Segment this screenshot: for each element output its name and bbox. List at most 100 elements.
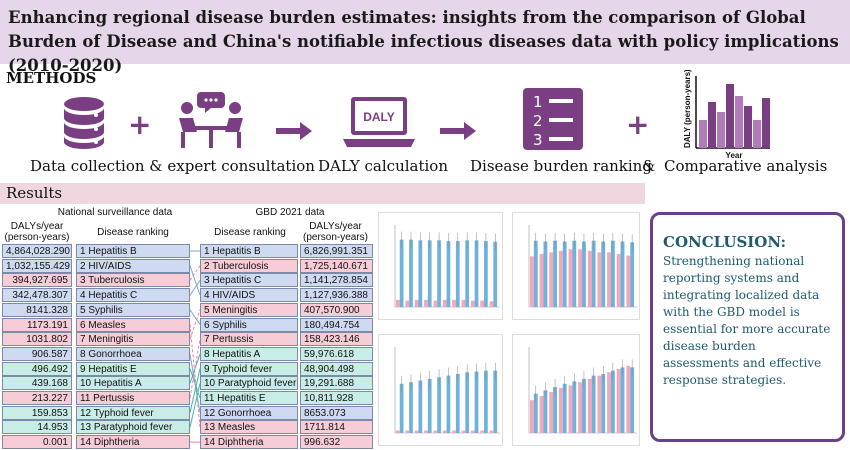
ranking-link-line [189, 265, 201, 296]
mini-bar-national [424, 299, 428, 307]
national-value-cell: 213.227 [2, 391, 72, 405]
mini-bar-national [461, 299, 466, 307]
national-value-cell: 496.492 [2, 361, 72, 376]
gbd-rank-cell: 6 Syphilis [200, 317, 298, 332]
gbd-value-cell: 19,291.688 [300, 376, 373, 391]
national-value-cell: 342,478.307 [2, 288, 72, 303]
mini-bar-national [452, 299, 456, 307]
ranking-link-line [189, 368, 201, 413]
mini-bar-gbd [553, 387, 557, 433]
mini-bar-gbd [591, 240, 596, 307]
results-heading: Results [0, 183, 645, 204]
gbd-value-cell: 8653.073 [300, 405, 373, 420]
mini-bar-gbd [533, 393, 538, 433]
national-rank-cell: 13 Paratyphoid fever [76, 420, 190, 435]
gbd-rank-cell: 1 Hepatitis B [200, 244, 298, 258]
mini-bar-gbd [446, 375, 451, 433]
mini-bar-national [433, 300, 438, 307]
mini-bar-gbd [446, 241, 451, 307]
consultation-icon [179, 92, 243, 148]
gbd-col-rank: Disease ranking [214, 227, 286, 238]
mini-bar-national [414, 299, 419, 307]
title-banner: Enhancing regional disease burden estima… [0, 0, 850, 75]
ranking-link-line [189, 368, 201, 399]
mini-bar-national [405, 430, 410, 433]
mini-bar-gbd [427, 378, 432, 433]
laptop-screen-text: DALY [363, 110, 395, 124]
step-caption-comparative: Comparative analysis [664, 157, 828, 175]
national-value-cell: 1031.802 [2, 332, 72, 347]
national-title: National surveillance data [57, 207, 173, 218]
bar-chart-icon-ylabel: DALY (person-years) [683, 70, 692, 148]
mini-bar-national [433, 430, 438, 433]
mini-bar-national [616, 369, 621, 433]
mini-bar-gbd [630, 367, 635, 433]
mini-bar-national [587, 378, 592, 433]
mini-bar-gbd [409, 382, 413, 433]
ranking-link-line [189, 280, 201, 296]
mini-bar-national [568, 249, 573, 307]
mini-bar-gbd [418, 240, 423, 307]
gbd-value-cell: 10,811.928 [300, 391, 373, 405]
national-value-cell: 0.001 [2, 435, 72, 450]
mini-bar-gbd [455, 241, 460, 307]
gbd-col-value: DALYs/year (person-years) [302, 221, 369, 243]
ranking-link-line [189, 353, 201, 384]
mini-bar-national [607, 372, 611, 433]
mini-bar-gbd [601, 373, 606, 433]
mini-bar-gbd [562, 383, 567, 433]
mini-bar-gbd [474, 240, 479, 307]
conclusion-title: CONCLUSION: [663, 233, 787, 251]
bar-chart-icon: DALY (person-years) Year [683, 70, 770, 160]
national-rank-cell: 5 Syphilis [76, 302, 190, 317]
national-rank-cell: 7 Meningitis [76, 332, 190, 347]
national-rank-cell: 10 Hepatitis A [76, 376, 190, 391]
gbd-value-cell: 59,976.618 [300, 346, 373, 361]
mini-bar-national [549, 252, 554, 307]
mini-bar-gbd [437, 377, 441, 433]
mini-bar-national [616, 253, 621, 307]
national-value-cell: 8141.328 [2, 302, 72, 317]
ranking-link-line [189, 309, 201, 325]
national-rank-cell: 6 Measles [76, 317, 190, 332]
mini-bar-gbd [465, 240, 470, 307]
bar-chart-icon-xlabel: Year [726, 151, 743, 160]
mini-bar-national [480, 300, 485, 307]
mini-bar-gbd [620, 241, 625, 307]
national-value-cell: 159.853 [2, 405, 72, 420]
mini-bar-gbd [601, 241, 606, 307]
mini-bar-gbd [399, 239, 404, 307]
mini-bar-national [597, 252, 602, 307]
mini-bar-gbd [484, 241, 488, 307]
mini-bar-gbd [399, 383, 404, 433]
national-value-cell: 906.587 [2, 346, 72, 361]
mini-bar-national [549, 392, 554, 433]
plus-sign: + [128, 108, 152, 141]
gbd-rank-cell: 14 Diphtheria [200, 435, 298, 450]
paper-title: Enhancing regional disease burden estima… [8, 8, 839, 75]
mini-bar-gbd [409, 239, 413, 307]
mini-bar-gbd [493, 370, 498, 433]
mini-bar-national [530, 256, 534, 307]
mini-bar-national [470, 300, 475, 307]
mini-bar-national [530, 400, 534, 433]
gbd-value-cell: 48,904.498 [300, 361, 373, 376]
gbd-value-cell: 1,127,936.388 [300, 288, 373, 303]
national-value-cell: 14.953 [2, 420, 72, 435]
mini-bar-national [424, 430, 428, 433]
national-rank-cell: 8 Gonorrhoea [76, 346, 190, 361]
svg-text:2: 2 [533, 112, 543, 130]
step-caption-ranking: Disease burden ranking [470, 157, 652, 175]
mini-bar-national [470, 430, 475, 433]
gbd-rank-cell: 7 Pertussis [200, 332, 298, 347]
step-caption-data-collection: Data collection & expert consultation [30, 157, 315, 175]
mini-bar-gbd [582, 378, 586, 433]
mini-bar-national [558, 250, 563, 307]
mini-bar-national [480, 430, 485, 433]
mini-bar-gbd [474, 371, 479, 433]
svg-text:3: 3 [533, 131, 543, 149]
national-rank-cell: 1 Hepatitis B [76, 244, 190, 258]
mini-bar-gbd [465, 372, 470, 433]
mini-bar-gbd [418, 380, 423, 433]
mini-bar-national [461, 430, 466, 433]
